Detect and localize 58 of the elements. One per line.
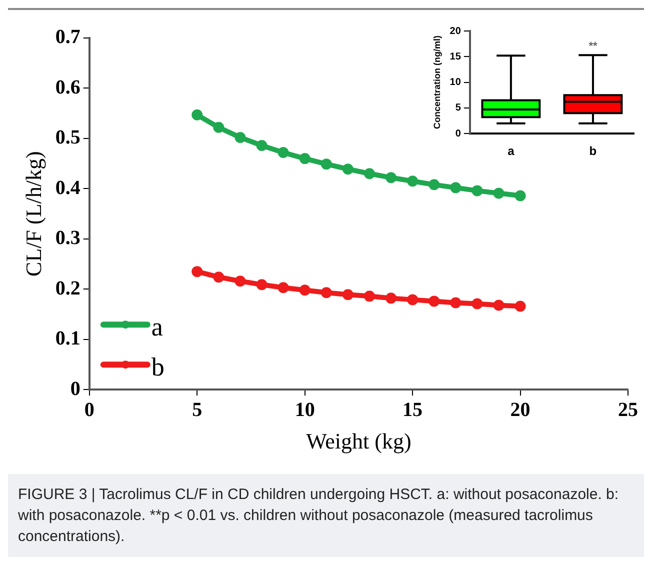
point [450, 182, 462, 194]
point [192, 266, 203, 278]
point [256, 279, 268, 290]
y-axis-title: CL/F (L/h/kg) [20, 151, 46, 276]
point [234, 276, 246, 287]
point [493, 188, 504, 199]
point [428, 296, 440, 307]
y-tick-label: 10 [450, 77, 462, 88]
point [428, 179, 440, 190]
point [213, 122, 224, 133]
point [213, 272, 224, 283]
x-tick-label: 5 [192, 398, 202, 421]
x-tick-label: 15 [402, 398, 423, 421]
point [320, 287, 332, 298]
point [256, 140, 268, 151]
x-tick-label: 20 [510, 398, 530, 421]
legend-label: b [151, 352, 164, 382]
point [278, 147, 289, 158]
point [342, 164, 354, 175]
point [386, 292, 397, 304]
point [299, 153, 310, 164]
y-tick-label: 20 [450, 26, 462, 37]
x-tick-label: 0 [84, 398, 94, 421]
point [386, 172, 397, 184]
caption: FIGURE 3 | Tacrolimus CL/F in CD children undergoing HSCT. a: without posaconazole. b: with posaconazole. **p < 0.01 vs. children without posaconazole (measured tacrolimus concentrations). [18, 485, 620, 547]
point [450, 297, 462, 308]
y-tick-label: 0.4 [55, 176, 80, 199]
point [192, 109, 203, 120]
point [364, 290, 375, 302]
point [472, 185, 483, 196]
y-tick-label: 15 [450, 51, 462, 62]
y-tick-label: 0 [455, 128, 462, 140]
point [472, 298, 483, 310]
point [493, 300, 504, 311]
point [320, 158, 332, 170]
y-tick-label: 0.1 [55, 328, 80, 350]
y-tick-label: 0.2 [55, 277, 80, 300]
y-tick-label: 5 [455, 102, 462, 114]
x-axis-title: Weight (kg) [306, 428, 412, 454]
annotation: ** [588, 40, 598, 53]
x-tick-label: 25 [618, 398, 638, 421]
y-tick-label: 0.3 [55, 227, 80, 250]
point [407, 294, 418, 306]
y-axis-title: Concentration (ng/ml) [432, 36, 442, 130]
point [407, 176, 418, 187]
point [364, 168, 375, 180]
point [278, 282, 289, 294]
point [514, 190, 526, 202]
point [514, 300, 526, 312]
y-tick-label: 0.5 [55, 126, 80, 149]
legend-label: a [151, 312, 164, 342]
y-tick-label: 0 [70, 378, 80, 400]
y-tick-label: 0.7 [55, 26, 80, 48]
y-tick-label: 0.6 [55, 76, 80, 98]
point [299, 284, 310, 296]
point [342, 289, 354, 300]
point [234, 132, 246, 143]
x-tick-label: 10 [294, 398, 315, 421]
